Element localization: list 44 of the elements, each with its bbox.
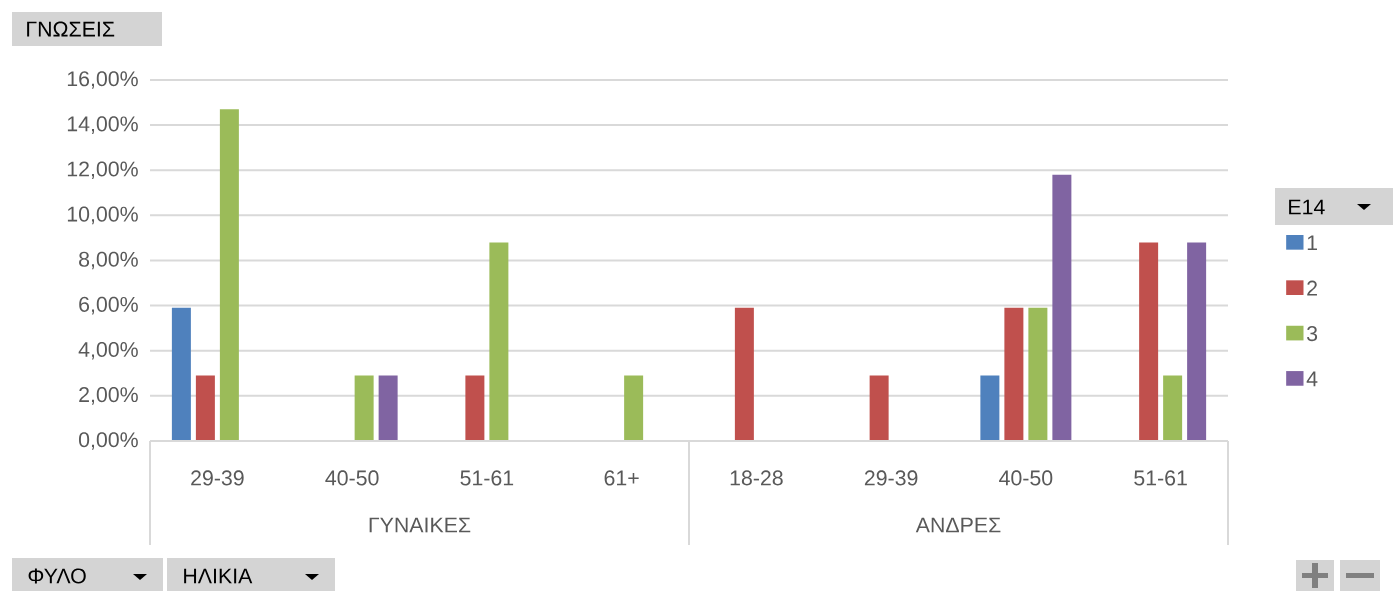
x-tick-label: 51-61 — [460, 470, 514, 486]
legend-label: 1 — [1307, 235, 1317, 251]
bar — [734, 307, 754, 441]
bar — [1139, 242, 1159, 441]
text: ΦΥΛΟ — [28, 568, 86, 584]
y-tick-label: 2,00% — [79, 387, 138, 405]
bar — [980, 375, 1000, 441]
bar — [1004, 307, 1024, 441]
bar — [219, 109, 239, 441]
bar — [1163, 375, 1183, 441]
bar — [465, 375, 485, 441]
bar — [1028, 307, 1048, 441]
y-tick-label: 4,00% — [78, 341, 138, 360]
bar — [354, 375, 374, 441]
bar — [624, 375, 644, 441]
bar — [489, 242, 509, 441]
bar — [378, 375, 398, 441]
text: ΗΛΙΚΙΑ — [184, 568, 253, 584]
legend-label: 2 — [1307, 280, 1317, 296]
y-tick-label: 16,00% — [67, 71, 138, 89]
bar — [1052, 174, 1072, 441]
x-tick-label: 40-50 — [325, 470, 379, 486]
y-tick-label: 0,00% — [78, 432, 138, 450]
bar — [869, 375, 889, 441]
bar — [195, 375, 215, 441]
text: ΑΝΔΡΕΣ — [915, 517, 1001, 533]
x-tick-label: 29-39 — [191, 470, 244, 486]
x-tick-label: 40-50 — [999, 470, 1053, 486]
text: ΓΥΝΑΙΚΕΣ — [369, 517, 471, 533]
bar — [1187, 242, 1207, 441]
bar — [171, 307, 191, 441]
x-tick-label: 29-39 — [864, 470, 918, 486]
x-tick-label: 18-28 — [730, 470, 783, 486]
legend-label: 3 — [1306, 326, 1318, 342]
y-tick-label: 14,00% — [67, 116, 138, 134]
legend-label: 4 — [1306, 371, 1318, 387]
legend-title: E14 — [1289, 199, 1325, 215]
y-tick-label: 6,00% — [79, 296, 138, 315]
x-tick-label: 61+ — [604, 470, 639, 486]
y-tick-label: 10,00% — [67, 206, 138, 225]
x-tick-label: 51-61 — [1134, 470, 1187, 486]
y-tick-label: 12,00% — [67, 161, 138, 180]
chart-title: ΓΝΩΣΕΙΣ — [27, 21, 115, 37]
y-tick-label: 8,00% — [79, 251, 138, 270]
